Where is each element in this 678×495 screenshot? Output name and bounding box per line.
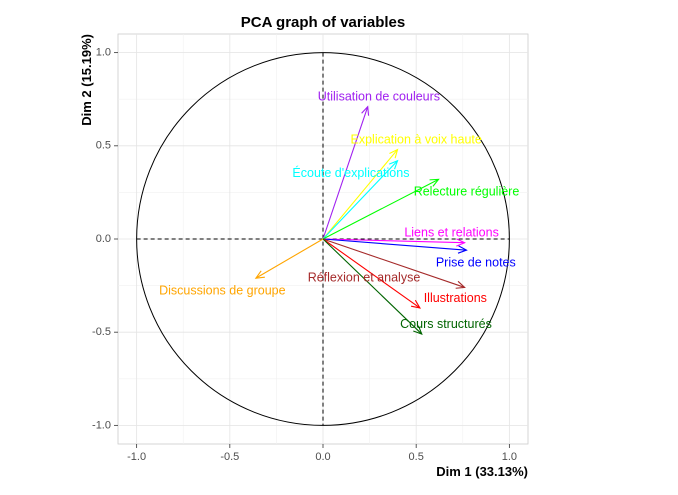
variable-labels: Utilisation de couleurs Explication à voi… [159, 90, 519, 331]
arrow-head [254, 270, 265, 279]
y-tick-label: 0.5 [96, 140, 111, 152]
y-tick-label: 1.0 [96, 47, 111, 59]
variable-arrow [322, 238, 467, 251]
arrow-head [429, 178, 440, 187]
variable-label: Prise de notes [436, 256, 516, 270]
x-tick-label: -1.0 [127, 451, 146, 463]
variable-label: Explication à voix haute [351, 133, 482, 147]
arrow-head [361, 105, 370, 116]
x-tick-label: 0.0 [315, 451, 330, 463]
variable-arrow [255, 238, 324, 279]
x-tick-label: 0.5 [409, 451, 424, 463]
variable-arrow [322, 178, 439, 240]
arrow-head [410, 299, 422, 309]
variable-arrows [254, 105, 468, 335]
arrow-head [413, 325, 423, 335]
variable-arrow [322, 238, 421, 309]
variable-label: Écoute d'explications [292, 165, 409, 180]
correlation-circle [136, 52, 510, 426]
x-tick-label: -0.5 [220, 451, 239, 463]
x-axis-title: Dim 1 (33.13%) [436, 464, 528, 479]
x-tick-label: 1.0 [502, 451, 517, 463]
variable-arrow [322, 106, 369, 240]
variable-arrow [322, 160, 398, 240]
arrow-head [455, 280, 466, 289]
arrow-head [389, 159, 399, 170]
variable-label: Discussions de groupe [159, 283, 286, 297]
axis-ticks: -1.0 -0.5 0.0 0.5 1.0 -1.0 -0.5 0.0 0.5 1.0 [92, 47, 517, 463]
variable-arrow [322, 238, 423, 335]
variable-label: Liens et relations [404, 226, 499, 240]
variable-label: Utilisation de couleurs [318, 90, 440, 104]
arrow-head [456, 238, 466, 247]
variable-label: Relecture régulière [414, 185, 520, 199]
arrow-head [389, 148, 399, 159]
variable-label: Cours structurés [400, 317, 492, 331]
y-axis-title: Dim 2 (15.19%) [79, 34, 94, 126]
y-tick-label: -0.5 [92, 326, 111, 338]
reference-lines [136, 52, 510, 426]
variable-label: Réflexion et analyse [308, 270, 421, 284]
variable-label: Illustrations [424, 291, 487, 305]
variable-arrow [322, 238, 465, 288]
variable-arrow [322, 238, 465, 244]
variable-arrow [322, 149, 398, 240]
y-tick-label: 0.0 [96, 233, 111, 245]
chart-title: PCA graph of variables [241, 14, 406, 31]
y-tick-label: -1.0 [92, 419, 111, 431]
unit-circle-layer [136, 52, 510, 426]
arrow-head [457, 245, 468, 254]
